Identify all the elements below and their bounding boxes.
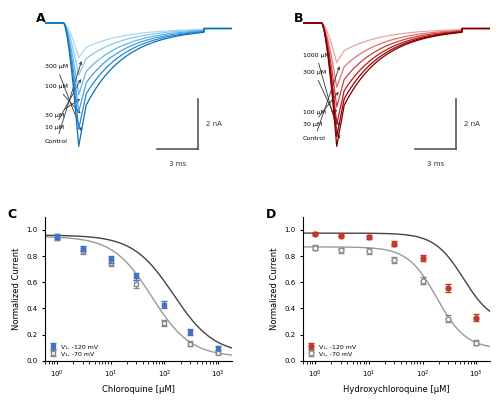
Y-axis label: Normalized Current: Normalized Current — [270, 248, 278, 330]
Text: 3 ms: 3 ms — [427, 160, 444, 166]
Text: D: D — [266, 208, 276, 221]
X-axis label: Chloroquine [μM]: Chloroquine [μM] — [102, 385, 175, 395]
Text: 2 nA: 2 nA — [206, 121, 222, 127]
Text: 300 μM: 300 μM — [303, 70, 339, 125]
Text: 30 μM: 30 μM — [45, 99, 80, 118]
Text: A: A — [36, 12, 46, 25]
Text: B: B — [294, 12, 303, 25]
Text: 300 μM: 300 μM — [45, 64, 82, 130]
Text: C: C — [8, 208, 16, 221]
X-axis label: Hydroxychloroquine [μM]: Hydroxychloroquine [μM] — [343, 385, 450, 395]
Text: 1000 μM: 1000 μM — [303, 53, 340, 138]
Text: 10 μM: 10 μM — [45, 80, 80, 130]
Y-axis label: Normalized Current: Normalized Current — [12, 248, 20, 330]
Text: Control: Control — [45, 62, 82, 144]
Text: Control: Control — [303, 67, 340, 142]
Text: 100 μM: 100 μM — [45, 85, 80, 113]
Legend: V₁, -120 mV, V₁, -70 mV: V₁, -120 mV, V₁, -70 mV — [306, 342, 357, 358]
Text: 100 μM: 100 μM — [303, 110, 336, 115]
Text: 3 ms: 3 ms — [169, 160, 186, 166]
Legend: V₁, -120 mV, V₁, -70 mV: V₁, -120 mV, V₁, -70 mV — [48, 342, 99, 358]
Text: 2 nA: 2 nA — [464, 121, 479, 127]
Text: 30 μM: 30 μM — [303, 93, 338, 127]
